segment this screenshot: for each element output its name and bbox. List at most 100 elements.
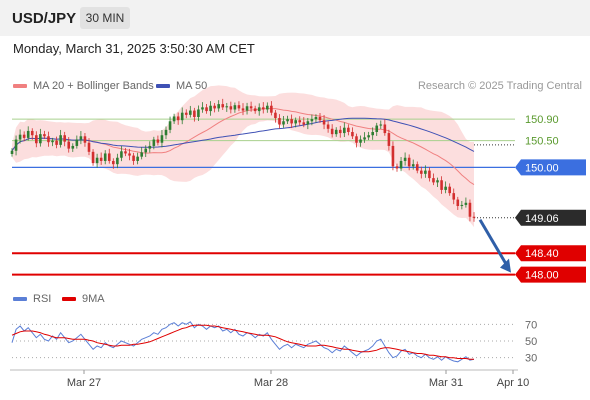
candle-body <box>379 124 383 126</box>
candle-body <box>391 145 395 167</box>
candle <box>233 102 237 113</box>
candle-body <box>432 178 435 183</box>
projection-line <box>478 219 509 267</box>
rsi-ma-line <box>11 324 474 360</box>
candle-body <box>330 128 334 135</box>
candle-body <box>47 136 50 143</box>
candle <box>383 119 387 136</box>
candle-body <box>310 119 314 122</box>
candle <box>87 138 91 156</box>
candle <box>164 126 168 140</box>
candle-body <box>294 120 297 124</box>
candle-body <box>209 105 212 112</box>
candle <box>30 128 34 140</box>
candle <box>22 131 26 142</box>
candle <box>71 143 75 152</box>
candle-body <box>164 129 168 136</box>
candle <box>338 125 342 138</box>
candle <box>124 147 127 157</box>
candle <box>464 197 468 208</box>
candle <box>140 147 143 160</box>
candle <box>444 181 447 194</box>
chart-datetime: Monday, March 31, 2025 3:50:30 AM CET <box>13 41 255 56</box>
candle-body <box>225 106 229 108</box>
price-tag-148-40: 148.40 <box>515 245 586 262</box>
candle-body <box>79 136 83 140</box>
candle <box>326 121 330 133</box>
candle <box>201 102 204 113</box>
candle-body <box>407 157 411 167</box>
candle <box>229 101 233 114</box>
candle-body <box>99 157 103 161</box>
candle <box>180 107 184 125</box>
candle <box>440 176 443 194</box>
candle <box>26 126 30 141</box>
candle-body <box>383 124 387 134</box>
candle-body <box>343 127 346 134</box>
candle-body <box>302 122 306 125</box>
candle-body <box>290 119 293 124</box>
candle-body <box>180 112 184 121</box>
candle-body <box>51 140 54 143</box>
candle <box>18 129 22 144</box>
candle-body <box>440 180 443 190</box>
candle <box>144 145 148 157</box>
candle <box>395 163 399 172</box>
candle <box>428 167 431 182</box>
price-tags: 150.90 150.50 150.00 149.06 148.40 148.00 <box>515 114 586 283</box>
price-tag-label: 150.50 <box>525 136 559 148</box>
candle-body <box>148 145 152 149</box>
price-tag-label: 150.00 <box>525 162 559 174</box>
candle <box>213 103 216 113</box>
candle-body <box>448 186 451 194</box>
candle-body <box>160 135 164 143</box>
candle <box>51 137 54 147</box>
candle <box>302 117 306 128</box>
candle-body <box>334 129 338 135</box>
x-tick-label: Mar 27 <box>67 377 101 389</box>
candle <box>452 188 456 205</box>
candle <box>237 101 241 112</box>
candle <box>282 116 285 128</box>
candle <box>99 152 103 165</box>
candle-body <box>452 193 456 200</box>
candle <box>172 113 176 124</box>
candle <box>294 117 297 128</box>
price-tag-148-00: 148.00 <box>515 266 586 283</box>
candle <box>59 129 62 148</box>
candle-body <box>322 120 326 125</box>
candle <box>249 101 253 112</box>
candle <box>298 116 302 126</box>
candle-body <box>189 110 192 115</box>
candle <box>257 103 261 116</box>
candle-body <box>420 170 423 174</box>
candle-body <box>274 112 277 119</box>
candle <box>63 131 66 147</box>
ma20-legend-label: MA 20 + Bollinger Bands <box>33 80 154 92</box>
candle <box>120 146 123 162</box>
timeframe-button[interactable]: 30 MIN <box>80 7 130 29</box>
candle <box>359 135 362 147</box>
price-tag-box <box>515 245 586 262</box>
rsi-ma-swatch <box>62 297 76 302</box>
rsi-legend-label: RSI <box>33 293 52 305</box>
rsi-level-label: 30 <box>525 353 537 365</box>
candle-body <box>39 134 42 144</box>
candle-body <box>387 133 391 146</box>
candle <box>387 129 391 151</box>
candle-body <box>371 132 374 136</box>
projection-arrowhead <box>500 258 511 273</box>
candle <box>286 115 289 124</box>
candle-body <box>286 119 289 122</box>
candle <box>379 120 383 129</box>
candle <box>209 101 212 116</box>
candle-body <box>144 148 148 153</box>
rsi-panel: 70 50 30 <box>11 319 537 365</box>
candle-body <box>375 125 379 132</box>
candle-body <box>10 150 14 154</box>
candle-body <box>136 156 139 161</box>
candle-body <box>464 202 468 205</box>
candle-body <box>83 136 87 143</box>
rsi-ma-legend-label: 9MA <box>82 293 105 305</box>
